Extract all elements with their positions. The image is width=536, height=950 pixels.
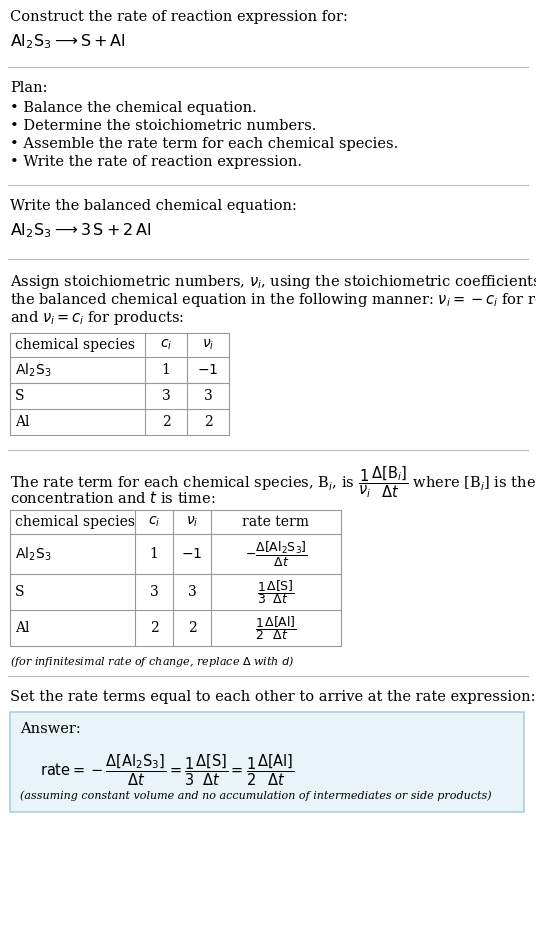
- Text: Al: Al: [15, 621, 29, 635]
- Text: S: S: [15, 585, 25, 599]
- Text: • Determine the stoichiometric numbers.: • Determine the stoichiometric numbers.: [10, 119, 316, 133]
- Text: 2: 2: [188, 621, 196, 635]
- Text: The rate term for each chemical species, B$_i$, is $\dfrac{1}{\nu_i}\dfrac{\Delt: The rate term for each chemical species,…: [10, 464, 536, 500]
- Text: (for infinitesimal rate of change, replace $\Delta$ with $d$): (for infinitesimal rate of change, repla…: [10, 654, 294, 669]
- Text: the balanced chemical equation in the following manner: $\nu_i = -c_i$ for react: the balanced chemical equation in the fo…: [10, 291, 536, 309]
- Text: • Assemble the rate term for each chemical species.: • Assemble the rate term for each chemic…: [10, 137, 398, 151]
- Text: • Balance the chemical equation.: • Balance the chemical equation.: [10, 101, 257, 115]
- Text: 2: 2: [162, 415, 170, 429]
- Text: 1: 1: [161, 363, 170, 377]
- Text: Construct the rate of reaction expression for:: Construct the rate of reaction expressio…: [10, 10, 348, 24]
- Text: $\nu_i$: $\nu_i$: [186, 515, 198, 529]
- Text: Plan:: Plan:: [10, 81, 48, 95]
- Text: 3: 3: [204, 389, 212, 403]
- Text: $c_i$: $c_i$: [148, 515, 160, 529]
- Text: chemical species: chemical species: [15, 515, 135, 529]
- Text: $\mathrm{Al_2S_3}$: $\mathrm{Al_2S_3}$: [15, 361, 51, 379]
- Text: $c_i$: $c_i$: [160, 338, 172, 352]
- Text: • Write the rate of reaction expression.: • Write the rate of reaction expression.: [10, 155, 302, 169]
- Text: $-1$: $-1$: [197, 363, 219, 377]
- Text: concentration and $t$ is time:: concentration and $t$ is time:: [10, 490, 215, 506]
- Text: S: S: [15, 389, 25, 403]
- Text: 1: 1: [150, 547, 159, 561]
- Text: Al: Al: [15, 415, 29, 429]
- Text: $\dfrac{1}{3}\dfrac{\Delta[\mathrm{S}]}{\Delta t}$: $\dfrac{1}{3}\dfrac{\Delta[\mathrm{S}]}{…: [257, 578, 295, 606]
- Text: Set the rate terms equal to each other to arrive at the rate expression:: Set the rate terms equal to each other t…: [10, 690, 535, 704]
- Text: 3: 3: [162, 389, 170, 403]
- Text: Write the balanced chemical equation:: Write the balanced chemical equation:: [10, 199, 297, 213]
- Text: rate term: rate term: [242, 515, 309, 529]
- Text: $\mathrm{Al_2S_3}$: $\mathrm{Al_2S_3}$: [15, 545, 51, 562]
- Text: (assuming constant volume and no accumulation of intermediates or side products): (assuming constant volume and no accumul…: [20, 790, 492, 801]
- Text: $\nu_i$: $\nu_i$: [202, 338, 214, 352]
- Text: 3: 3: [150, 585, 158, 599]
- Text: 3: 3: [188, 585, 196, 599]
- Text: 2: 2: [150, 621, 158, 635]
- Text: $-1$: $-1$: [181, 547, 203, 561]
- Text: $\mathrm{Al_2S_3} \longrightarrow \mathrm{S + Al}$: $\mathrm{Al_2S_3} \longrightarrow \mathr…: [10, 32, 126, 50]
- Text: 2: 2: [204, 415, 212, 429]
- Text: Assign stoichiometric numbers, $\nu_i$, using the stoichiometric coefficients, $: Assign stoichiometric numbers, $\nu_i$, …: [10, 273, 536, 291]
- FancyBboxPatch shape: [10, 712, 524, 812]
- Text: $\mathrm{rate} = -\dfrac{\Delta[\mathrm{Al_2S_3}]}{\Delta t} = \dfrac{1}{3}\dfra: $\mathrm{rate} = -\dfrac{\Delta[\mathrm{…: [40, 752, 295, 788]
- Text: chemical species: chemical species: [15, 338, 135, 352]
- Text: Answer:: Answer:: [20, 722, 81, 736]
- Text: and $\nu_i = c_i$ for products:: and $\nu_i = c_i$ for products:: [10, 309, 184, 327]
- Text: $\mathrm{Al_2S_3} \longrightarrow \mathrm{3\,S + 2\,Al}$: $\mathrm{Al_2S_3} \longrightarrow \mathr…: [10, 221, 152, 239]
- Text: $\dfrac{1}{2}\dfrac{\Delta[\mathrm{Al}]}{\Delta t}$: $\dfrac{1}{2}\dfrac{\Delta[\mathrm{Al}]}…: [255, 614, 297, 642]
- Text: $-\dfrac{\Delta[\mathrm{Al_2S_3}]}{\Delta t}$: $-\dfrac{\Delta[\mathrm{Al_2S_3}]}{\Delt…: [244, 540, 308, 568]
